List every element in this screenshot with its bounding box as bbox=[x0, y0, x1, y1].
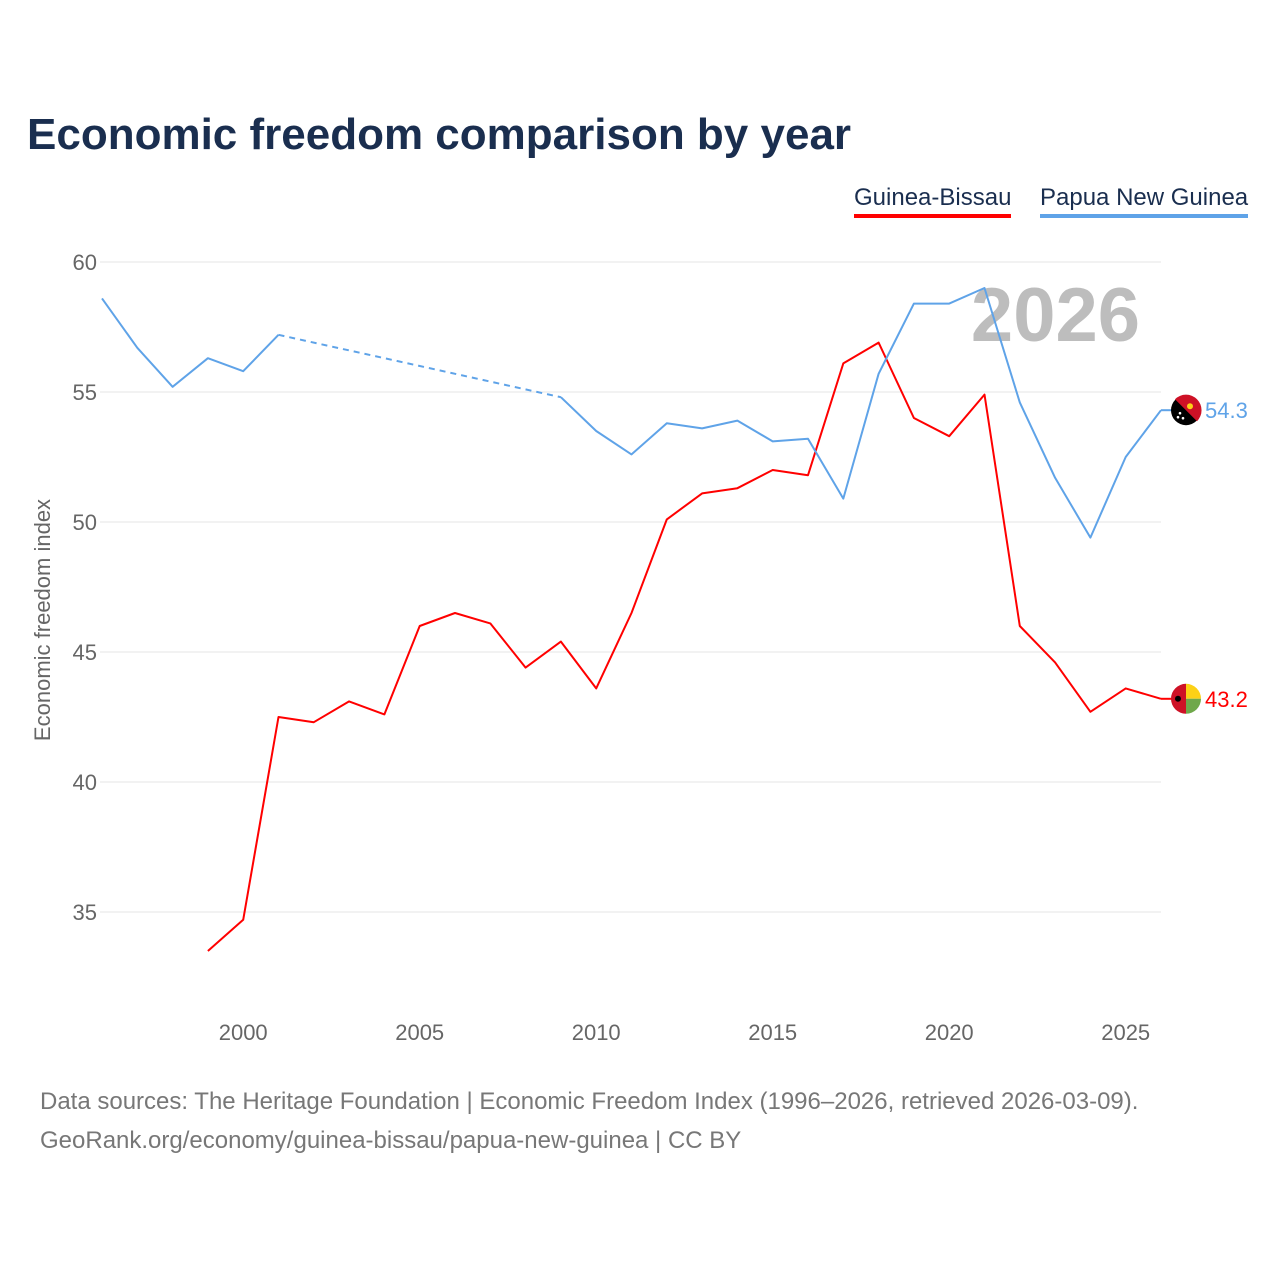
y-tick-label: 35 bbox=[73, 900, 97, 925]
y-tick-label: 50 bbox=[73, 510, 97, 535]
series-line bbox=[207, 341, 1162, 952]
flag-star bbox=[1176, 415, 1180, 419]
x-tick-label: 2015 bbox=[748, 1020, 797, 1045]
series-guinea-bissau: 43.2 bbox=[207, 341, 1248, 952]
flag-green bbox=[1186, 698, 1201, 714]
flag-star bbox=[1178, 411, 1182, 415]
chart-title: Economic freedom comparison by year bbox=[27, 110, 852, 159]
source-line-1: Data sources: The Heritage Foundation | … bbox=[40, 1088, 1139, 1115]
series-gap-line bbox=[278, 333, 562, 399]
x-tick-label: 2025 bbox=[1101, 1020, 1150, 1045]
y-axis-label: Economic freedom index bbox=[30, 499, 55, 741]
series-line bbox=[101, 297, 280, 388]
flag-yellow bbox=[1186, 683, 1201, 699]
legend-guinea-bissau[interactable]: Guinea-Bissau bbox=[854, 184, 1012, 218]
y-tick-label: 55 bbox=[73, 380, 97, 405]
series-line bbox=[560, 287, 1162, 539]
x-tick-label: 2020 bbox=[925, 1020, 974, 1045]
flag-star bbox=[1181, 416, 1185, 420]
end-value-label: 43.2 bbox=[1205, 687, 1248, 712]
x-tick-label: 2010 bbox=[572, 1020, 621, 1045]
guinea-bissau-flag-icon bbox=[1171, 683, 1201, 714]
legend-papua-new-guinea[interactable]: Papua New Guinea bbox=[1040, 184, 1249, 218]
series-papua-new-guinea: 54.3 bbox=[101, 287, 1248, 539]
y-tick-label: 60 bbox=[73, 250, 97, 275]
x-tick-label: 2005 bbox=[395, 1020, 444, 1045]
y-tick-label: 40 bbox=[73, 770, 97, 795]
year-watermark: 2026 bbox=[971, 273, 1140, 358]
flag-bird bbox=[1187, 403, 1193, 410]
source-line-2: GeoRank.org/economy/guinea-bissau/papua-… bbox=[40, 1127, 742, 1154]
end-value-label: 54.3 bbox=[1205, 398, 1248, 423]
x-tick-label: 2000 bbox=[219, 1020, 268, 1045]
papua-new-guinea-flag-icon bbox=[1171, 394, 1202, 426]
y-tick-label: 45 bbox=[73, 640, 97, 665]
flag-star bbox=[1175, 695, 1181, 702]
